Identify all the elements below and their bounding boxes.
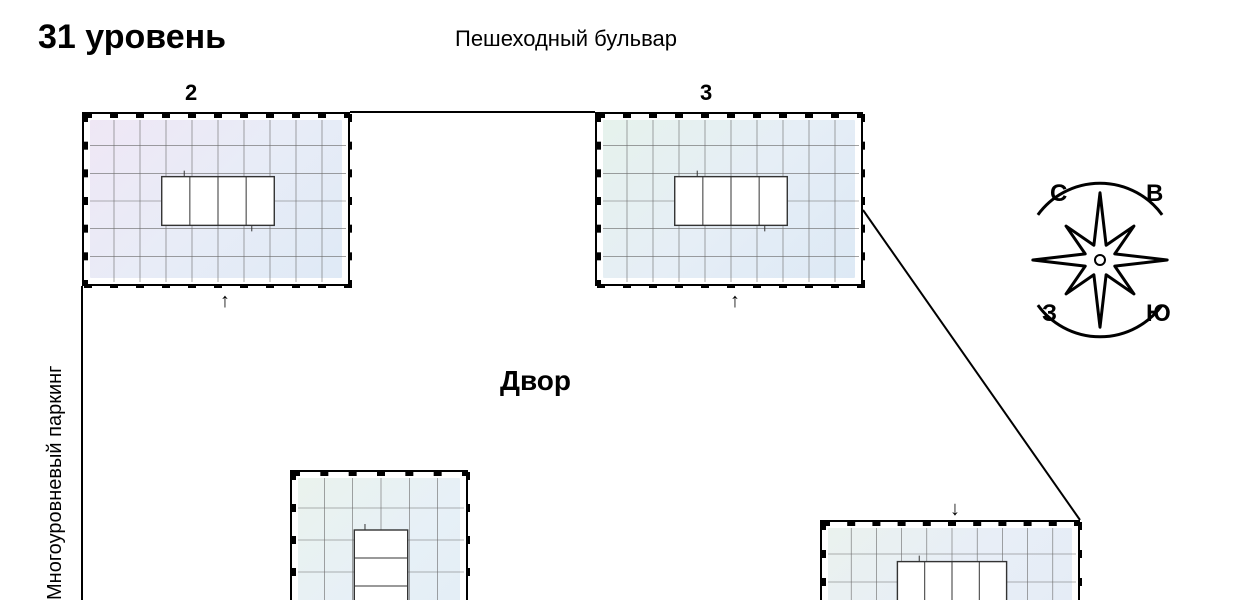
building-number-b2: 2	[185, 80, 197, 106]
level-title: 31 уровень	[38, 18, 226, 57]
compass-letter: Ю	[1146, 300, 1171, 328]
building-number-b3: 3	[700, 80, 712, 106]
floorplan-b3[interactable]	[595, 112, 863, 286]
floorplan-b_br[interactable]	[820, 520, 1080, 600]
left-parking-label: Многоуровневый паркинг	[44, 366, 67, 600]
site-plan-canvas: 31 уровень Пешеходный бульвар Многоуровн…	[0, 0, 1250, 600]
top-boulevard-label: Пешеходный бульвар	[455, 26, 677, 52]
compass-letter: В	[1146, 180, 1163, 208]
entry-arrow-b2: ↑	[220, 290, 230, 313]
compass-letter: З	[1042, 300, 1057, 328]
entry-arrow-b_br: ↓	[950, 498, 960, 521]
floorplan-b2[interactable]	[82, 112, 350, 286]
compass-letter: С	[1050, 180, 1067, 208]
entry-arrow-b3: ↑	[730, 290, 740, 313]
courtyard-label: Двор	[500, 365, 571, 397]
floorplan-b_bl[interactable]	[290, 470, 468, 600]
